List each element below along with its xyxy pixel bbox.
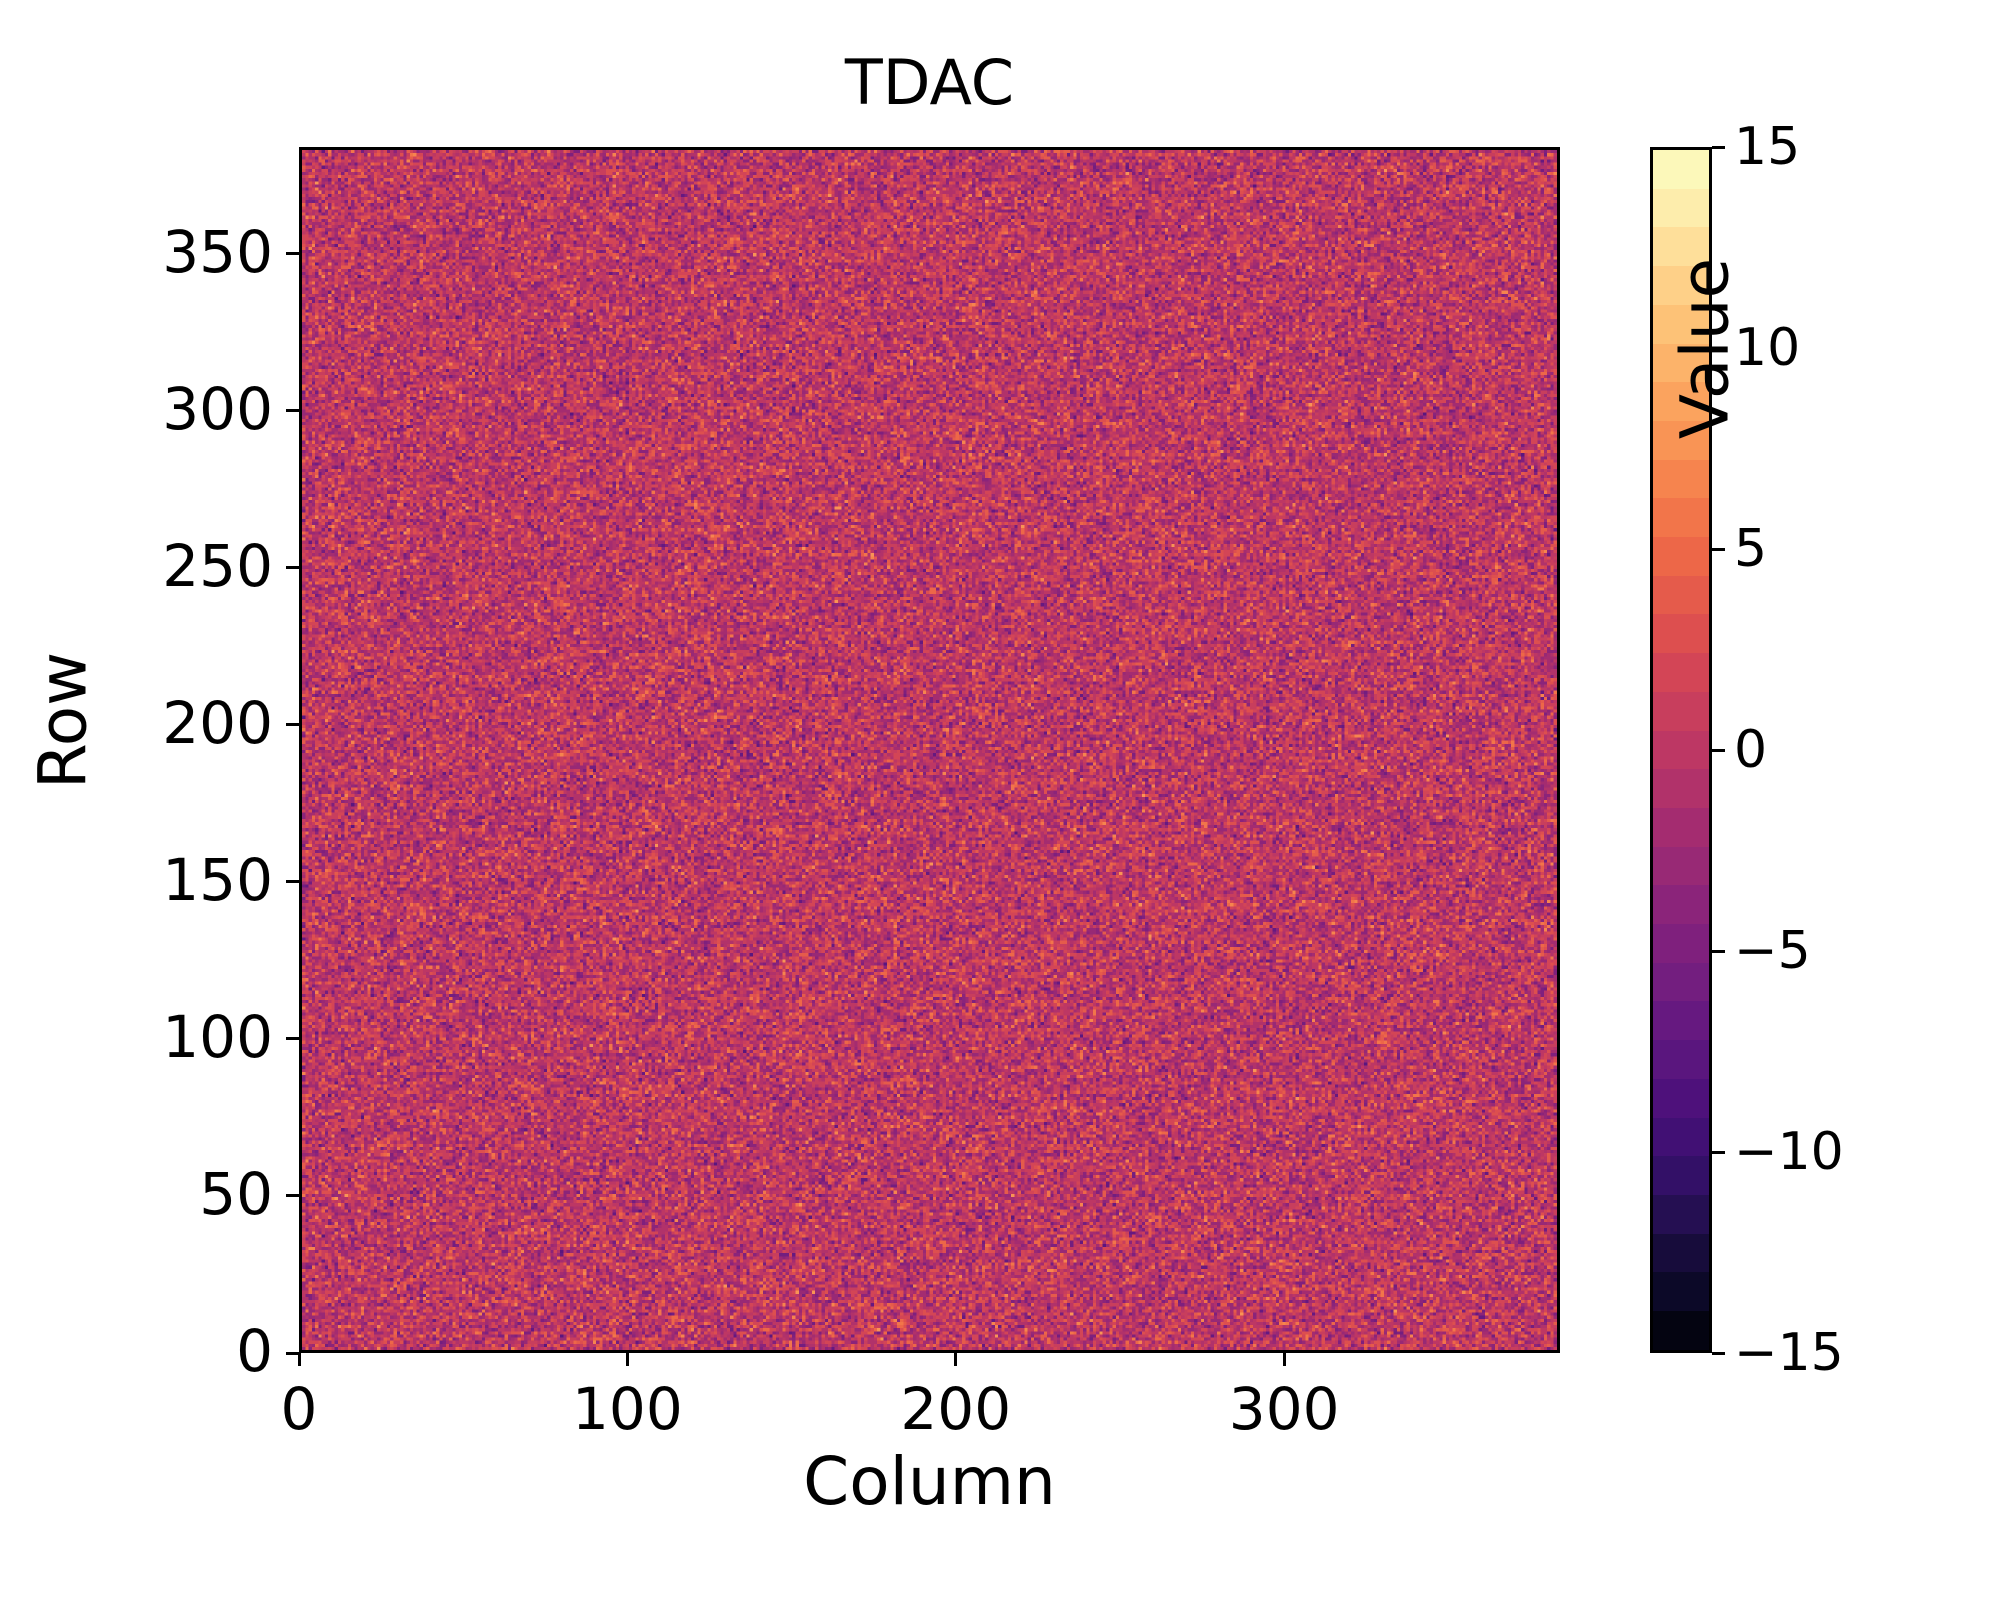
colorbar-tick-label: −10 — [1734, 1122, 1844, 1182]
colorbar-band — [1653, 1001, 1709, 1041]
x-tick-mark — [1282, 1353, 1286, 1366]
colorbar-band — [1653, 304, 1709, 344]
colorbar-band — [1653, 1117, 1709, 1157]
colorbar-band — [1653, 227, 1709, 267]
y-tick-mark — [286, 566, 299, 570]
x-tick-mark — [297, 1353, 301, 1366]
colorbar-band — [1653, 846, 1709, 886]
colorbar-band — [1653, 691, 1709, 731]
colorbar-tick-mark — [1712, 949, 1725, 953]
colorbar-band — [1653, 1156, 1709, 1195]
x-tick-label: 100 — [572, 1375, 683, 1443]
colorbar-band — [1653, 730, 1709, 770]
x-tick-label: 300 — [1228, 1375, 1340, 1443]
y-tick-mark — [286, 1194, 299, 1198]
colorbar-band — [1653, 498, 1709, 538]
y-tick-mark — [286, 409, 299, 413]
colorbar-tick-label: 5 — [1734, 519, 1768, 579]
colorbar-band — [1653, 885, 1709, 925]
y-tick-label: 150 — [162, 845, 273, 914]
colorbar-band — [1653, 1272, 1709, 1312]
y-tick-label: 300 — [162, 374, 273, 443]
colorbar-band — [1653, 382, 1709, 421]
y-tick-label: 50 — [199, 1159, 273, 1228]
colorbar-bands — [1653, 150, 1709, 1350]
x-tick-mark — [625, 1353, 629, 1366]
colorbar-tick-mark — [1712, 547, 1725, 551]
x-tick-label: 0 — [280, 1375, 318, 1443]
colorbar-band — [1653, 1040, 1709, 1079]
y-tick-label: 100 — [162, 1002, 273, 1071]
colorbar-tick-mark — [1712, 145, 1725, 149]
colorbar-band — [1653, 769, 1709, 808]
colorbar-tick-mark — [1712, 1150, 1725, 1154]
x-axis-label: Column — [803, 1443, 1056, 1520]
heatmap-image — [302, 150, 1557, 1350]
colorbar-band — [1653, 614, 1709, 654]
colorbar-band — [1653, 343, 1709, 383]
colorbar-tick-label: 0 — [1734, 720, 1768, 780]
y-tick-mark — [286, 252, 299, 256]
colorbar-band — [1653, 924, 1709, 963]
x-tick-mark — [954, 1353, 958, 1366]
colorbar-tick-label: 15 — [1734, 117, 1801, 177]
colorbar-gradient — [1650, 147, 1712, 1353]
colorbar-band — [1653, 962, 1709, 1002]
colorbar-label: Value — [1666, 257, 1744, 440]
colorbar-tick-mark — [1712, 346, 1725, 350]
y-tick-label: 350 — [162, 217, 273, 286]
colorbar-tick-label: −15 — [1734, 1323, 1844, 1383]
colorbar — [1650, 147, 1712, 1353]
colorbar-band — [1653, 150, 1709, 189]
chart-title: TDAC — [844, 46, 1015, 119]
y-tick-mark — [286, 723, 299, 727]
colorbar-band — [1653, 1194, 1709, 1234]
colorbar-band — [1653, 653, 1709, 692]
y-tick-mark — [286, 1351, 299, 1355]
y-tick-label: 200 — [162, 688, 273, 757]
colorbar-band — [1653, 537, 1709, 576]
y-tick-mark — [286, 1037, 299, 1041]
y-tick-label: 0 — [236, 1317, 273, 1385]
colorbar-band — [1653, 266, 1709, 305]
colorbar-band — [1653, 575, 1709, 615]
colorbar-band — [1653, 188, 1709, 228]
colorbar-band — [1653, 1311, 1709, 1350]
colorbar-band — [1653, 1233, 1709, 1273]
colorbar-tick-label: −5 — [1734, 921, 1811, 981]
x-tick-label: 200 — [900, 1375, 1012, 1443]
colorbar-tick-mark — [1712, 1351, 1725, 1355]
y-axis-label: Row — [24, 651, 102, 790]
y-tick-label: 250 — [162, 531, 273, 600]
y-tick-mark — [286, 880, 299, 884]
colorbar-tick-label: 10 — [1734, 318, 1801, 378]
colorbar-band — [1653, 807, 1709, 847]
colorbar-band — [1653, 420, 1709, 460]
heatmap-axes — [299, 147, 1560, 1353]
colorbar-tick-mark — [1712, 748, 1725, 752]
colorbar-band — [1653, 459, 1709, 499]
colorbar-band — [1653, 1078, 1709, 1118]
